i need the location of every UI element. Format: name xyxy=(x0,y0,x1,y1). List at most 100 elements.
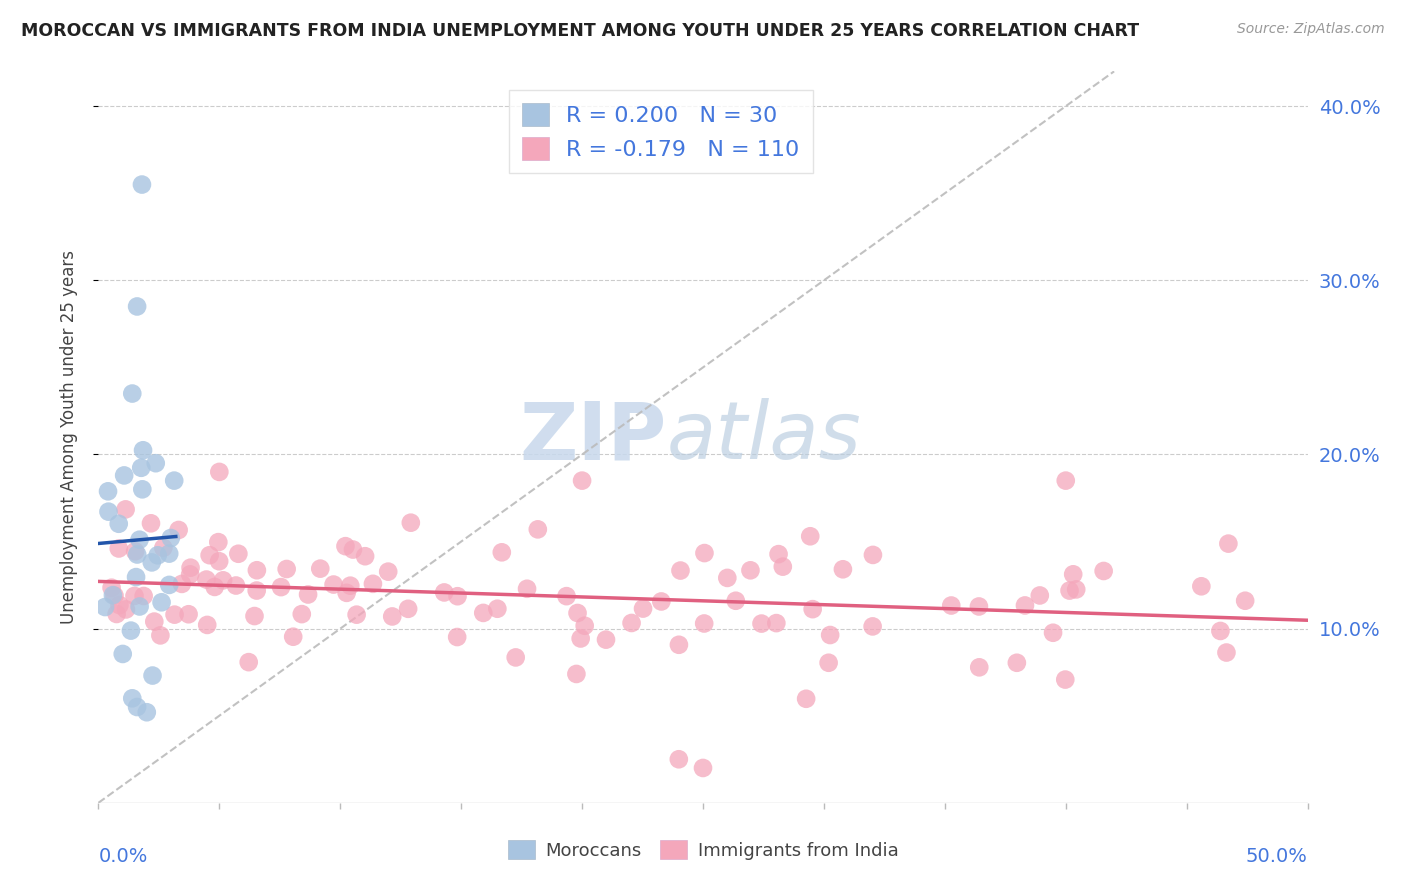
Point xyxy=(107,541,129,556)
Point xyxy=(170,577,193,591)
Point xyxy=(291,607,314,621)
Point xyxy=(361,576,384,591)
Point xyxy=(131,178,153,192)
Point xyxy=(794,691,817,706)
Point xyxy=(571,474,593,488)
Point xyxy=(179,567,201,582)
Point xyxy=(208,465,231,479)
Point xyxy=(127,700,149,714)
Point xyxy=(111,647,134,661)
Point xyxy=(818,628,841,642)
Text: 0.0%: 0.0% xyxy=(98,847,148,866)
Point xyxy=(1209,624,1232,638)
Point xyxy=(941,599,963,613)
Point xyxy=(322,577,344,591)
Point xyxy=(150,595,173,609)
Point xyxy=(967,660,990,674)
Point xyxy=(207,535,229,549)
Point xyxy=(121,691,143,706)
Point xyxy=(276,562,298,576)
Point xyxy=(139,516,162,531)
Text: MOROCCAN VS IMMIGRANTS FROM INDIA UNEMPLOYMENT AMONG YOUTH UNDER 25 YEARS CORREL: MOROCCAN VS IMMIGRANTS FROM INDIA UNEMPL… xyxy=(21,22,1139,40)
Point xyxy=(132,589,155,603)
Point xyxy=(129,460,152,475)
Point xyxy=(121,386,143,401)
Point xyxy=(1029,589,1052,603)
Point xyxy=(149,628,172,642)
Point xyxy=(516,582,538,596)
Point xyxy=(127,548,149,562)
Point xyxy=(270,580,292,594)
Point xyxy=(152,541,174,555)
Point xyxy=(143,615,166,629)
Point xyxy=(141,555,163,569)
Point xyxy=(832,562,855,576)
Point xyxy=(486,601,509,615)
Point xyxy=(491,545,513,559)
Legend: Moroccans, Immigrants from India: Moroccans, Immigrants from India xyxy=(501,833,905,867)
Point xyxy=(97,505,120,519)
Point xyxy=(569,632,592,646)
Point xyxy=(101,588,124,602)
Point xyxy=(574,618,596,632)
Point xyxy=(862,619,884,633)
Point xyxy=(862,548,884,562)
Point xyxy=(135,705,157,719)
Point xyxy=(799,529,821,543)
Point xyxy=(692,761,714,775)
Point xyxy=(115,602,138,616)
Point xyxy=(693,546,716,560)
Point xyxy=(167,523,190,537)
Point xyxy=(128,533,150,547)
Point xyxy=(650,594,672,608)
Point xyxy=(381,609,404,624)
Point xyxy=(225,578,247,592)
Point xyxy=(127,300,149,314)
Point xyxy=(740,563,762,577)
Point xyxy=(377,565,399,579)
Point xyxy=(228,547,250,561)
Point xyxy=(1064,582,1087,597)
Point xyxy=(768,547,790,561)
Point xyxy=(157,547,180,561)
Point xyxy=(1005,656,1028,670)
Point xyxy=(124,544,146,558)
Point xyxy=(527,522,550,536)
Point xyxy=(668,752,690,766)
Text: 50.0%: 50.0% xyxy=(1246,847,1308,866)
Point xyxy=(177,607,200,622)
Point xyxy=(120,624,142,638)
Point xyxy=(157,578,180,592)
Y-axis label: Unemployment Among Youth under 25 years: Unemployment Among Youth under 25 years xyxy=(59,250,77,624)
Point xyxy=(751,616,773,631)
Point xyxy=(724,593,747,607)
Point xyxy=(1054,673,1077,687)
Point xyxy=(1092,564,1115,578)
Point xyxy=(1218,536,1240,550)
Point xyxy=(967,599,990,614)
Text: ZIP: ZIP xyxy=(519,398,666,476)
Point xyxy=(1014,599,1036,613)
Point xyxy=(1062,567,1084,582)
Point xyxy=(246,563,269,577)
Point xyxy=(141,668,163,682)
Point xyxy=(1215,646,1237,660)
Point xyxy=(132,443,155,458)
Point xyxy=(97,484,120,499)
Point xyxy=(555,589,578,603)
Point xyxy=(335,539,357,553)
Point xyxy=(114,502,136,516)
Point xyxy=(180,560,202,574)
Point xyxy=(198,548,221,562)
Point xyxy=(716,571,738,585)
Point xyxy=(446,589,468,603)
Point xyxy=(108,598,131,612)
Point xyxy=(204,580,226,594)
Point xyxy=(297,587,319,601)
Point xyxy=(1054,474,1077,488)
Point xyxy=(472,606,495,620)
Point xyxy=(765,616,787,631)
Point xyxy=(145,456,167,470)
Point xyxy=(339,579,361,593)
Point xyxy=(396,602,419,616)
